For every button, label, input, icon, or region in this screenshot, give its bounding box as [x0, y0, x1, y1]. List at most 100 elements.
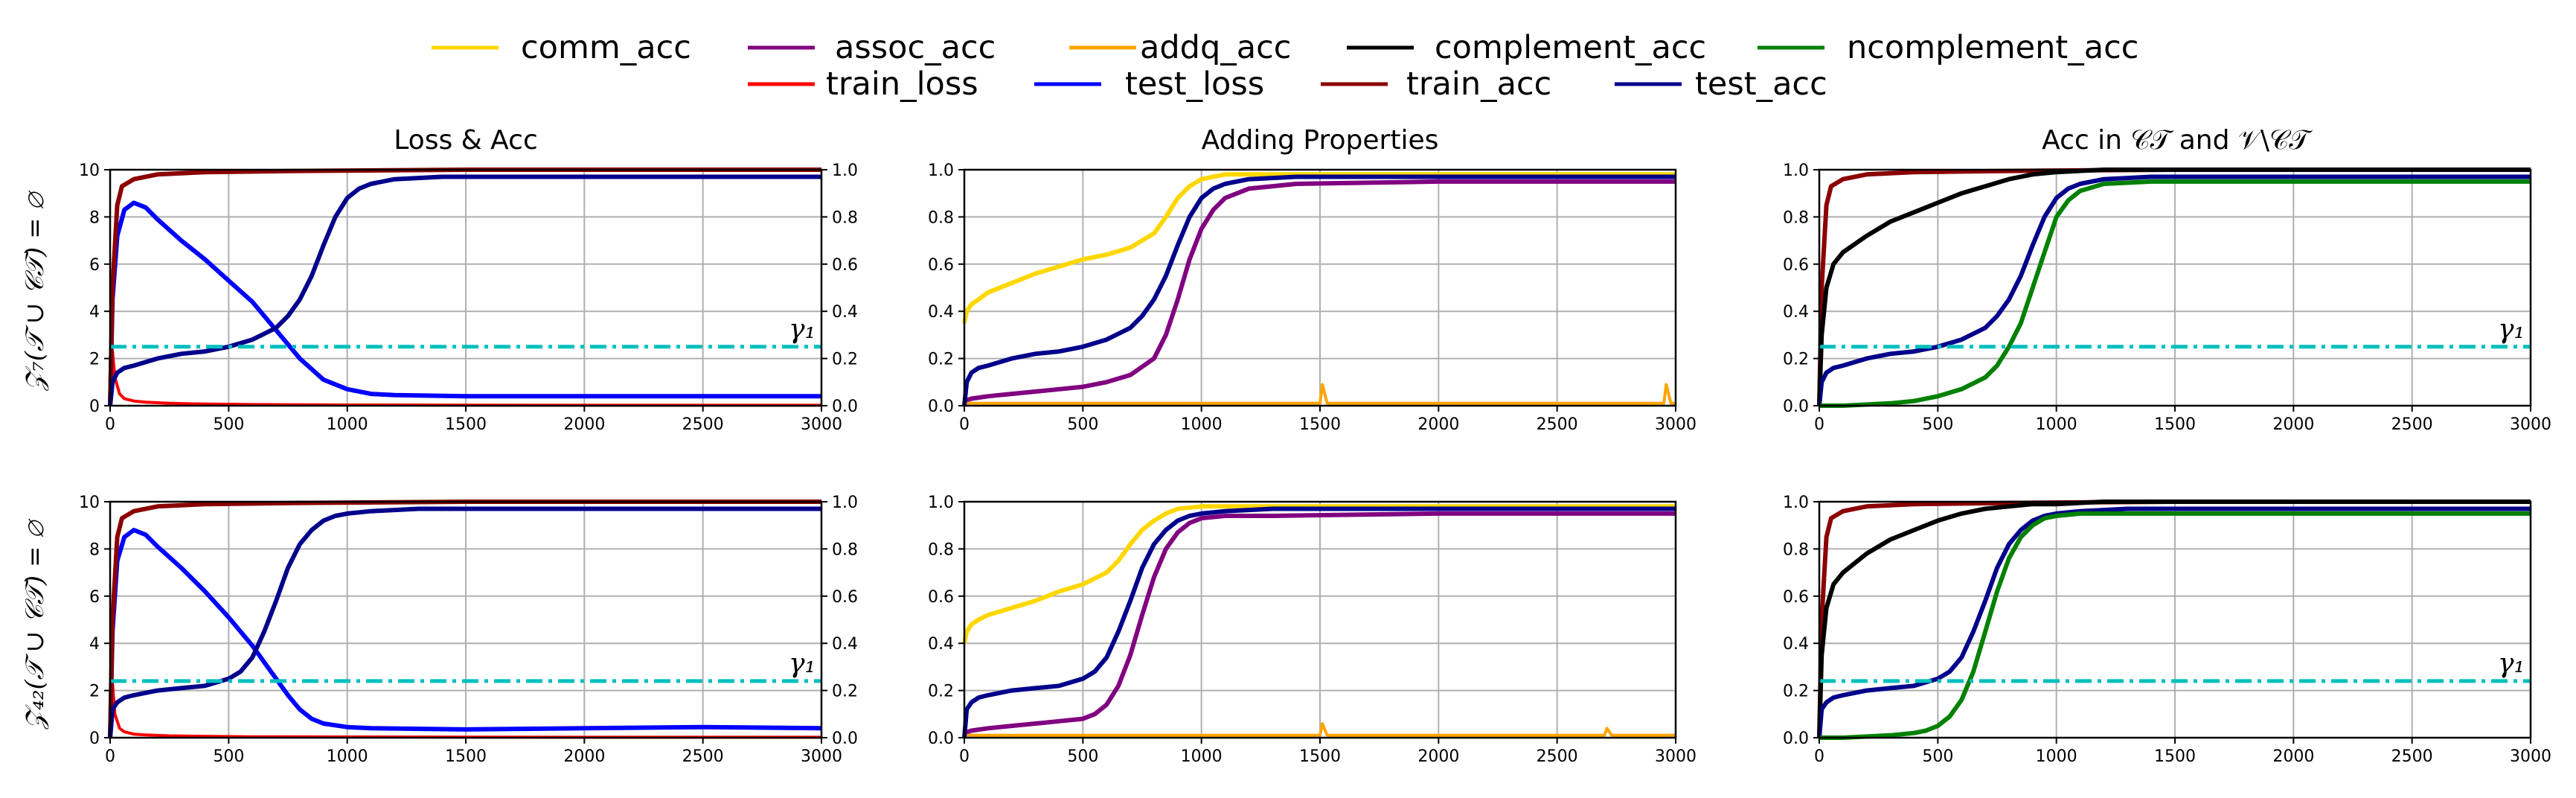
x-tick-label: 1500 [2154, 415, 2196, 434]
legend-label-complement: complement_acc [1435, 29, 1706, 66]
x-tick-label: 0 [959, 415, 970, 434]
y-tick-label: 0.2 [928, 351, 954, 369]
legend-entry-test-acc: test_acc [1615, 66, 1827, 103]
panel-title-loss-acc: Loss & Acc [394, 125, 538, 156]
y-tick-label: 4 [89, 635, 100, 654]
x-tick-label: 1000 [1181, 747, 1223, 766]
x-tick-label: 3000 [2510, 415, 2551, 434]
series-addq-acc [964, 383, 1676, 405]
panel-r1-acc-complement: γ₁ 0 500 1000 1500 2000 2500 3000 0.0 0.2 0.4 0.6 0.… [1783, 162, 2551, 434]
panel-title-acc-complement: Acc in 𝒞𝒯 and 𝒱\𝒞𝒯 [2042, 125, 2313, 156]
y-tick-label: 8 [89, 208, 100, 227]
legend-entry-complement: complement_acc [1347, 29, 1706, 66]
x-tick-label: 0 [105, 747, 115, 766]
legend-label-ncomplement: ncomplement_acc [1847, 29, 2138, 66]
legend-entry-test-loss: test_loss [1034, 66, 1264, 103]
y-tick-label: 0.8 [1783, 540, 1809, 559]
y-tick-label: 8 [89, 540, 100, 559]
x-tick-label: 1000 [327, 747, 368, 766]
y-tick-label: 2 [89, 683, 100, 701]
y-tick-label: 0.0 [1783, 398, 1809, 416]
x-tick-label: 2500 [2391, 415, 2433, 434]
y-tick-label: 0.4 [928, 303, 954, 322]
series-comm-acc [962, 504, 1676, 644]
y-tick-label: 0.0 [928, 730, 954, 748]
series-test-loss [108, 200, 821, 406]
legend-label-train-loss: train_loss [826, 66, 978, 103]
x-tick-label: 1500 [1299, 747, 1341, 766]
x-tick-label: 2000 [2272, 415, 2314, 434]
y-right-tick-label: 0.6 [832, 588, 858, 607]
y-right-tick-label: 1.0 [832, 494, 858, 512]
y-tick-label: 0.2 [1783, 351, 1809, 369]
x-tick-label: 2500 [1537, 747, 1578, 766]
row-label-z7: 𝒵₇(𝒯 ∪ 𝒞𝒯) = ∅ [20, 190, 50, 392]
x-tick-label: 0 [1814, 747, 1824, 766]
y-tick-label: 2 [89, 351, 100, 369]
legend-label-assoc: assoc_acc [835, 29, 996, 66]
series-test-acc [1817, 506, 2531, 738]
panel-r1-loss-acc: γ₁ 0 500 1000 1500 2000 2500 3000 0 2 4 6 8 10 0.0 0.2 0… [79, 162, 858, 434]
y-tick-label: 0.0 [1783, 730, 1809, 748]
grid [109, 169, 822, 406]
series-ncomplement-acc [1819, 179, 2531, 408]
series-test-acc [108, 506, 821, 738]
series-test-acc [1817, 174, 2531, 406]
y-right-tick-label: 0.2 [832, 683, 858, 701]
y-tick-label: 0 [89, 398, 100, 416]
panel-title-adding-properties: Adding Properties [1202, 125, 1439, 156]
gamma-label: γ₁ [789, 314, 816, 345]
y-tick-label: 0.8 [1783, 208, 1809, 227]
legend-entry-train-loss: train_loss [748, 66, 978, 103]
panel-r1-adding-properties: 0 500 1000 1500 2000 2500 3000 0.0 0.2 0.4 0.6 0.8 1… [928, 162, 1696, 434]
legend-label-train-acc: train_acc [1406, 66, 1551, 103]
y-right-tick-label: 0.2 [832, 351, 858, 369]
x-tick-label: 3000 [801, 747, 842, 766]
grid [1819, 501, 2531, 738]
x-tick-label: 2000 [1417, 415, 1459, 434]
series-group [962, 172, 1676, 406]
series-comm-acc [962, 172, 1676, 324]
y-tick-label: 6 [89, 256, 100, 275]
y-tick-label: 0 [89, 730, 100, 748]
y-tick-label: 0.6 [928, 256, 954, 275]
x-tick-label: 500 [1922, 415, 1953, 434]
series-test-acc [962, 506, 1676, 738]
legend-label-test-loss: test_loss [1125, 66, 1264, 103]
x-tick-label: 0 [105, 415, 115, 434]
series-test-loss [108, 528, 822, 738]
y-tick-label: 0.2 [928, 683, 954, 701]
series-assoc-acc [964, 179, 1676, 403]
x-tick-label: 2000 [563, 415, 605, 434]
x-tick-label: 1500 [445, 747, 487, 766]
series-test-acc [962, 174, 1676, 406]
x-tick-label: 500 [213, 747, 244, 766]
x-tick-label: 1000 [1181, 415, 1223, 434]
x-tick-label: 1000 [2036, 415, 2077, 434]
legend-label-comm: comm_acc [521, 29, 691, 66]
row-label-z42: 𝒵₄₂(𝒯 ∪ 𝒞𝒯) = ∅ [20, 518, 50, 730]
x-tick-label: 3000 [1655, 747, 1696, 766]
x-tick-label: 1000 [327, 415, 368, 434]
y-right-tick-label: 0.6 [832, 256, 858, 275]
y-tick-label: 1.0 [928, 162, 954, 180]
x-tick-label: 0 [959, 747, 970, 766]
legend-label-addq: addq_acc [1140, 29, 1291, 66]
x-tick-label: 3000 [801, 415, 842, 434]
x-tick-label: 3000 [1655, 415, 1696, 434]
panel-r2-acc-complement: γ₁ 0 500 1000 1500 2000 2500 3000 0.0 0.2 0.4 0.6 0.… [1783, 494, 2551, 766]
series-assoc-acc [964, 511, 1676, 735]
gamma-label: γ₁ [789, 648, 816, 679]
x-tick-label: 2000 [563, 747, 605, 766]
y-tick-label: 10 [79, 162, 100, 180]
x-tick-label: 2500 [682, 415, 724, 434]
x-tick-label: 2000 [2272, 747, 2314, 766]
y-tick-label: 0.6 [928, 588, 954, 607]
legend-entry-addq: addq_acc [1069, 29, 1291, 66]
series-test-acc [108, 174, 821, 406]
y-tick-label: 0.4 [1783, 303, 1809, 322]
series-ncomplement-acc [1819, 511, 2531, 740]
grid [964, 169, 1676, 406]
y-tick-label: 1.0 [1783, 162, 1809, 180]
